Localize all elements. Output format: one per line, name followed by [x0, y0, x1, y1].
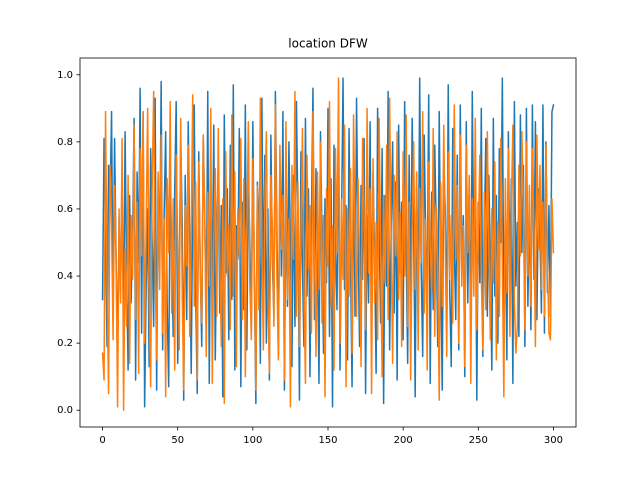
x-tick-label: 200	[394, 435, 413, 446]
x-tick-label: 50	[171, 435, 184, 446]
axes-frame	[79, 57, 577, 428]
y-tick-label: 0.6	[57, 204, 73, 215]
x-tick-label: 250	[469, 435, 488, 446]
y-tick-label: 0.0	[57, 405, 73, 416]
y-tick-label: 0.2	[57, 338, 73, 349]
x-tick-label: 0	[99, 435, 105, 446]
y-tick-label: 0.4	[57, 271, 73, 282]
y-tick-label: 0.8	[57, 137, 73, 148]
line-series	[101, 77, 555, 411]
x-tick-label: 100	[243, 435, 262, 446]
y-tick-label: 1.0	[57, 70, 73, 81]
chart-title: location DFW	[288, 37, 368, 51]
x-tick-label: 300	[544, 435, 563, 446]
x-tick-label: 150	[318, 435, 337, 446]
